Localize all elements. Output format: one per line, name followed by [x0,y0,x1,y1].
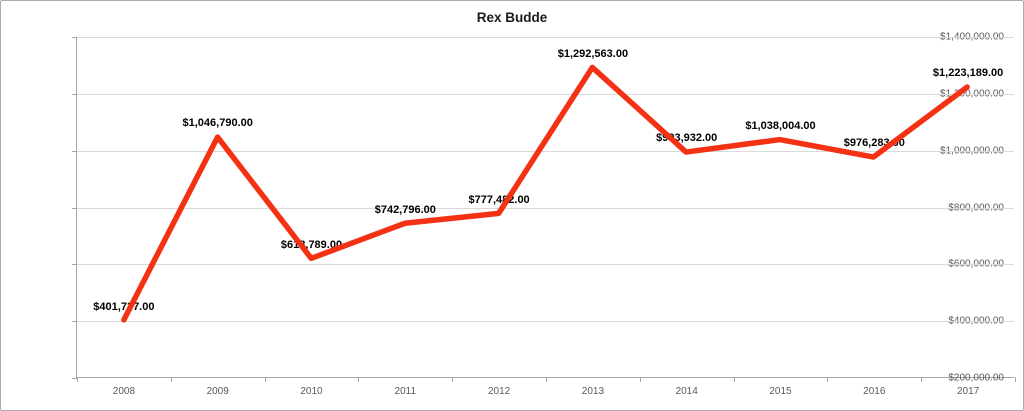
x-axis-tick [264,377,266,382]
chart-title: Rex Budde [476,10,548,25]
x-axis-tick-label: 2013 [581,386,605,397]
data-point-label: $777,482.00 [468,193,530,206]
x-axis-tick-label: 2015 [769,386,792,397]
data-point-label: $1,292,563.00 [557,47,629,60]
x-axis-tick [639,377,641,382]
data-point-label: $401,737.00 [93,300,155,313]
gridline [77,207,1014,209]
x-axis-tick [77,377,78,382]
data-point-label: $1,223,189.00 [932,67,1004,80]
x-axis-tick [358,377,360,382]
data-point-label: $1,038,004.00 [745,119,816,132]
gridline [77,264,1014,266]
x-axis-tick-label: 2016 [863,386,886,397]
data-point-label: $1,046,790.00 [182,117,253,130]
x-axis-tick [170,377,172,382]
y-axis-tick-label: $200,000.00 [948,372,1004,384]
x-axis-tick-label: 2012 [487,386,511,397]
x-axis-tick-label: 2010 [300,386,323,397]
y-axis-tick [72,207,77,209]
y-axis-tick [72,150,77,152]
plot-area: $1,400,000.00 $1,200,000.00 $1,000,000.00 $… [72,32,1016,397]
y-axis-tick [72,93,77,95]
x-axis-tick-label: 2014 [675,386,698,397]
series-line [121,64,970,323]
x-axis-tick-label: 2011 [394,386,417,397]
y-axis-tick [72,264,77,266]
gridline [77,150,1014,152]
x-axis-tick [1015,377,1016,382]
x-axis-tick-label: 2017 [956,386,980,397]
x-axis-tick [733,377,735,382]
y-axis-tick [72,378,77,379]
gridline [77,37,1014,38]
line-series-svg [121,64,970,323]
gridline [77,93,1014,95]
x-axis-tick [452,377,454,382]
data-point-label: $742,796.00 [374,203,436,216]
x-axis-tick [827,377,829,382]
y-axis-tick [72,321,77,323]
x-axis-tick [921,377,923,382]
x-axis-tick-label: 2009 [206,386,229,397]
x-axis-tick-label: 2008 [112,386,136,397]
gridline [77,321,1014,323]
y-axis-tick [72,37,77,38]
x-axis-tick [546,377,547,382]
